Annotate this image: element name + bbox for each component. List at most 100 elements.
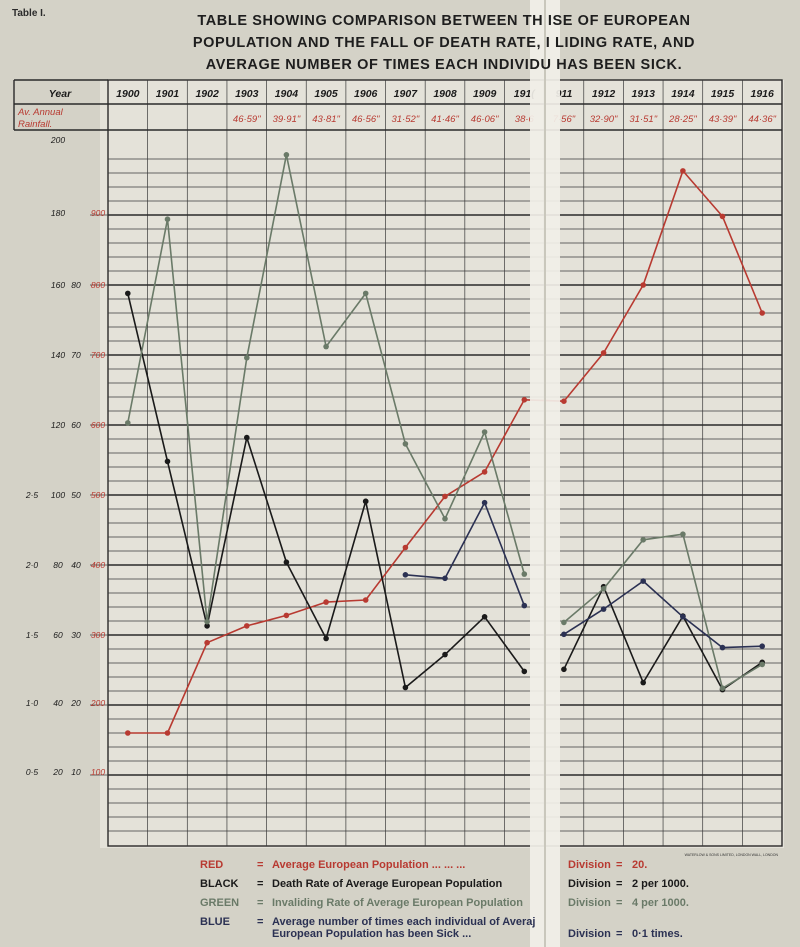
legend-sep: = (257, 859, 263, 871)
legend-description: Invaliding Rate of Average European Popu… (272, 897, 523, 909)
y-tick-black: 140 (51, 350, 65, 360)
y-tick-black: 200 (50, 135, 65, 145)
y-tick-red: 300 (91, 630, 105, 640)
legend-key-green: GREEN (200, 897, 239, 909)
rainfall-value: 31·51" (629, 114, 657, 125)
y-tick-red: 200 (90, 698, 105, 708)
y-tick-red: 100 (91, 767, 105, 777)
legend-division: Division (568, 928, 611, 940)
data-point-red (125, 730, 131, 736)
title-layer: Table I. TABLE SHOWING COMPARISON BETWEEN… (12, 8, 778, 857)
year-label: 1901 (156, 88, 180, 100)
y-tick-red: 800 (91, 280, 105, 290)
data-point-red (244, 623, 250, 629)
data-point-black (521, 668, 528, 675)
y-tick-green: 30 (71, 630, 81, 640)
y-tick-blue: 0·5 (26, 767, 39, 777)
legend-description: Average number of times each individual … (272, 916, 535, 928)
legend-division: Division (568, 878, 611, 890)
data-point-red (442, 493, 448, 500)
data-point-red (521, 397, 528, 403)
rainfall-value: 38·6 (515, 114, 535, 125)
table-label: Table I. (12, 8, 46, 19)
data-point-red (481, 469, 488, 475)
data-point-green (521, 571, 528, 577)
legend-scale: 2 per 1000. (632, 878, 689, 890)
legend-description: Death Rate of Average European Populatio… (272, 878, 503, 890)
data-point-red (759, 310, 765, 316)
legend-division: Division (568, 897, 611, 909)
legend-layer: RED = Average European Population ... ... … (200, 859, 689, 940)
data-point-blue (521, 602, 528, 609)
data-point-green (362, 290, 369, 297)
y-tick-green: 80 (71, 280, 81, 290)
y-tick-black: 160 (51, 280, 65, 290)
y-tick-black: 180 (51, 208, 65, 218)
legend-description-cont: European Population has been Sick ... (272, 928, 471, 940)
y-tick-red: 900 (91, 208, 105, 218)
y-tick-black: 20 (52, 767, 63, 777)
series-line-blue (563, 580, 763, 649)
rainfall-value: 32·90" (590, 114, 618, 125)
rainfall-value: 46·56" (352, 114, 380, 125)
data-point-green (244, 355, 250, 361)
y-tick-green: 60 (71, 420, 81, 430)
y-tick-blue: 2·5 (25, 490, 39, 500)
legend-scale: 20. (632, 859, 647, 871)
y-tick-green: 40 (71, 560, 81, 570)
data-point-blue (402, 572, 409, 578)
data-point-black (442, 651, 448, 658)
data-point-blue (759, 643, 765, 649)
data-point-red (719, 213, 726, 220)
chart-title-line: TABLE SHOWING COMPARISON BETWEEN TH ISE … (197, 13, 690, 29)
legend-sep: = (257, 878, 263, 890)
data-point-blue (442, 575, 448, 582)
year-label: 1915 (711, 88, 735, 100)
y-tick-black: 60 (53, 630, 63, 640)
legend-sep: = (616, 928, 622, 940)
rainfall-value: 39·91" (273, 114, 301, 125)
legend-key-red: RED (200, 859, 223, 871)
rainfall-header-label: Rainfall. (18, 119, 52, 130)
data-point-blue (561, 631, 567, 638)
y-tick-red: 600 (91, 420, 105, 430)
rainfall-value: 7·56" (553, 114, 576, 125)
year-label: 1904 (275, 88, 299, 100)
legend-sep: = (616, 859, 622, 871)
data-point-black (164, 458, 171, 465)
year-label: 1909 (473, 88, 497, 100)
y-tick-blue: 1·5 (26, 630, 39, 640)
grid-frame (107, 79, 783, 847)
data-point-blue (481, 499, 488, 506)
data-point-red (680, 168, 686, 174)
data-point-black (481, 614, 488, 620)
data-point-blue (600, 606, 607, 612)
data-point-blue (719, 644, 726, 651)
legend-scale: 4 per 1000. (632, 897, 689, 909)
year-label: 1914 (671, 88, 695, 100)
chart-title-line: AVERAGE NUMBER OF TIMES EACH INDIVIDU HA… (206, 57, 682, 73)
year-label: 1907 (394, 88, 419, 100)
legend-key-black: BLACK (200, 878, 239, 890)
y-tick-green: 50 (71, 490, 81, 500)
rainfall-value: 43·39" (709, 114, 737, 125)
year-label: 1900 (116, 88, 140, 100)
y-tick-black: 100 (51, 490, 65, 500)
data-point-green (125, 420, 131, 426)
y-tick-blue: 2·0 (25, 560, 39, 570)
y-tick-green: 70 (71, 350, 81, 360)
data-point-green (640, 537, 646, 543)
year-label: 1913 (632, 88, 656, 100)
grid-layer (13, 79, 783, 847)
rainfall-value: 46·06" (471, 114, 499, 125)
data-point-green (402, 441, 409, 447)
data-point-black (125, 290, 131, 297)
y-tick-black: 120 (51, 420, 65, 430)
data-point-red (362, 597, 369, 603)
legend-sep: = (257, 916, 263, 928)
tick-layer: 2·5 2·0 1·5 1·0 0·5 200 180 160 140 120 100 80 60 40 2… (25, 135, 106, 777)
y-tick-green: 20 (70, 698, 81, 708)
rainfall-header-label: Av. Annual (17, 107, 64, 118)
year-label: 1905 (314, 88, 338, 100)
